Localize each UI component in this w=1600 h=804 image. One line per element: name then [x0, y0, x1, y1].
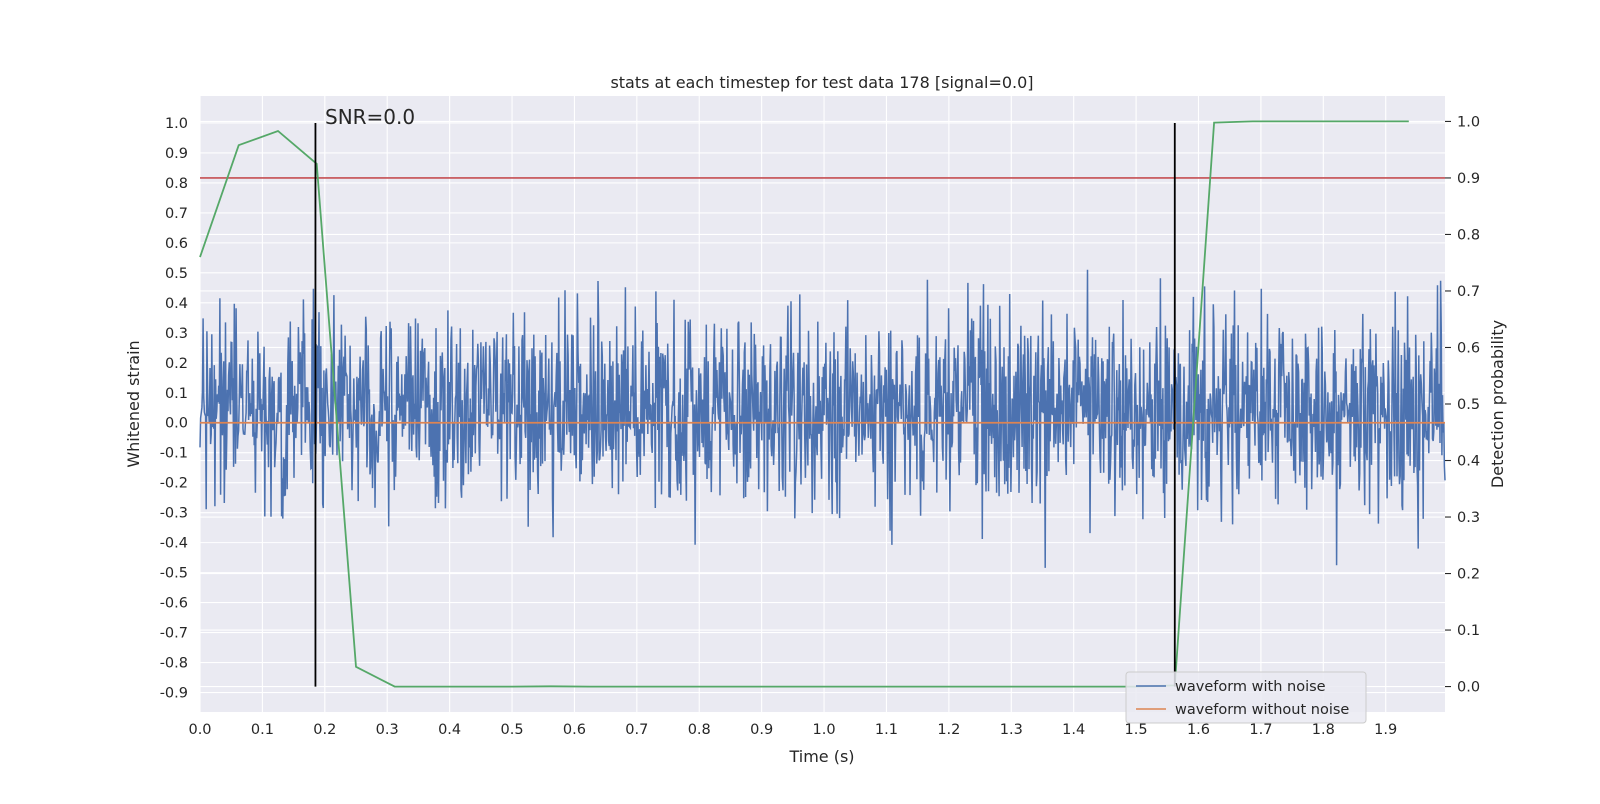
- y-left-tick-label: 0.2: [165, 356, 188, 372]
- y-left-tick-label: -0.3: [160, 506, 188, 522]
- y-right-tick-label: 0.6: [1457, 340, 1480, 356]
- x-tick-label: 1.9: [1374, 722, 1397, 738]
- x-tick-label: 1.5: [1125, 722, 1148, 738]
- x-tick-label: 1.3: [1000, 722, 1023, 738]
- y-left-tick-label: 0.0: [165, 416, 188, 432]
- x-tick-label: 0.8: [688, 722, 711, 738]
- series-layer: [199, 120, 1446, 688]
- y-left-tick-label: -0.6: [160, 596, 188, 612]
- x-tick-label: 0.4: [438, 722, 461, 738]
- y-left-tick-label: 0.5: [165, 266, 188, 282]
- y-left-tick-label: -0.1: [160, 446, 188, 462]
- x-axis-label: Time (s): [788, 747, 854, 766]
- y-right-tick-label: 0.7: [1457, 284, 1480, 300]
- x-tick-label: 0.0: [188, 722, 211, 738]
- y-right-tick-label: 0.1: [1457, 623, 1480, 639]
- y-right-tick-labels: 1.0 0.9 0.8 0.7 0.6 0.5 0.4 0.3 0.2 0.1 0.0: [1445, 114, 1480, 696]
- legend-box: [1125, 671, 1367, 724]
- y-right-tick-label: 0.3: [1457, 510, 1480, 526]
- y-left-tick-label: 0.4: [165, 296, 188, 312]
- x-tick-label: 1.6: [1187, 722, 1210, 738]
- x-tick-label: 1.0: [813, 722, 836, 738]
- y-right-tick-label: 0.0: [1457, 680, 1480, 696]
- y-right-tick-label: 0.8: [1457, 227, 1480, 243]
- x-tick-labels: 0.0 0.1 0.2 0.3 0.4 0.5 0.6 0.7 0.8 0.9 1.0 1.1 1.2 1…: [188, 722, 1397, 738]
- y-left-tick-label: 0.9: [165, 146, 188, 162]
- y-right-tick-label: 0.9: [1457, 171, 1480, 187]
- y-left-tick-label: 0.7: [165, 206, 188, 222]
- x-tick-label: 1.7: [1249, 722, 1272, 738]
- y-axis-label-left: Whitened strain: [124, 340, 143, 467]
- x-tick-label: 0.7: [625, 722, 648, 738]
- y-right-tick-label: 0.2: [1457, 567, 1480, 583]
- x-tick-label: 0.5: [500, 722, 523, 738]
- x-tick-label: 0.3: [376, 722, 399, 738]
- snr-annotation: SNR=0.0: [325, 105, 415, 129]
- x-tick-label: 0.9: [750, 722, 773, 738]
- y-left-tick-label: 0.8: [165, 176, 188, 192]
- y-right-tick-label: 0.5: [1457, 397, 1480, 413]
- y-right-tick-label: 1.0: [1457, 114, 1480, 130]
- x-tick-label: 1.2: [937, 722, 960, 738]
- x-tick-label: 1.8: [1312, 722, 1335, 738]
- y-right-tick-label: 0.4: [1457, 454, 1480, 470]
- legend-label-clean: waveform without noise: [1175, 702, 1349, 718]
- y-left-tick-label: -0.9: [160, 686, 188, 702]
- chart-title: stats at each timestep for test data 178…: [610, 73, 1033, 92]
- legend-label-noise: waveform with noise: [1175, 679, 1326, 695]
- y-left-tick-label: -0.5: [160, 566, 188, 582]
- legend: waveform with noise waveform without noi…: [1125, 671, 1367, 724]
- y-left-tick-label: -0.2: [160, 476, 188, 492]
- y-left-tick-labels: 1.0 0.9 0.8 0.7 0.6 0.5 0.4 0.3 0.2 0.1 0.0 -0.1 -0.…: [160, 116, 188, 702]
- x-tick-label: 1.1: [875, 722, 898, 738]
- x-tick-label: 0.2: [313, 722, 336, 738]
- y-axis-label-right: Detection probability: [1488, 320, 1507, 488]
- y-left-tick-label: 0.6: [165, 236, 188, 252]
- markers-layer: [314, 122, 1176, 687]
- y-left-tick-label: -0.7: [160, 626, 188, 642]
- y-left-tick-label: 1.0: [165, 116, 188, 132]
- series-waveform-with-noise: [199, 269, 1446, 568]
- y-left-tick-label: -0.4: [160, 536, 188, 552]
- y-left-tick-label: 0.1: [165, 386, 188, 402]
- series-detection-probability: [199, 120, 1409, 688]
- x-tick-label: 0.6: [563, 722, 586, 738]
- x-tick-label: 0.1: [251, 722, 274, 738]
- x-tick-label: 1.4: [1062, 722, 1085, 738]
- y-left-tick-label: 0.3: [165, 326, 188, 342]
- y-left-tick-label: -0.8: [160, 656, 188, 672]
